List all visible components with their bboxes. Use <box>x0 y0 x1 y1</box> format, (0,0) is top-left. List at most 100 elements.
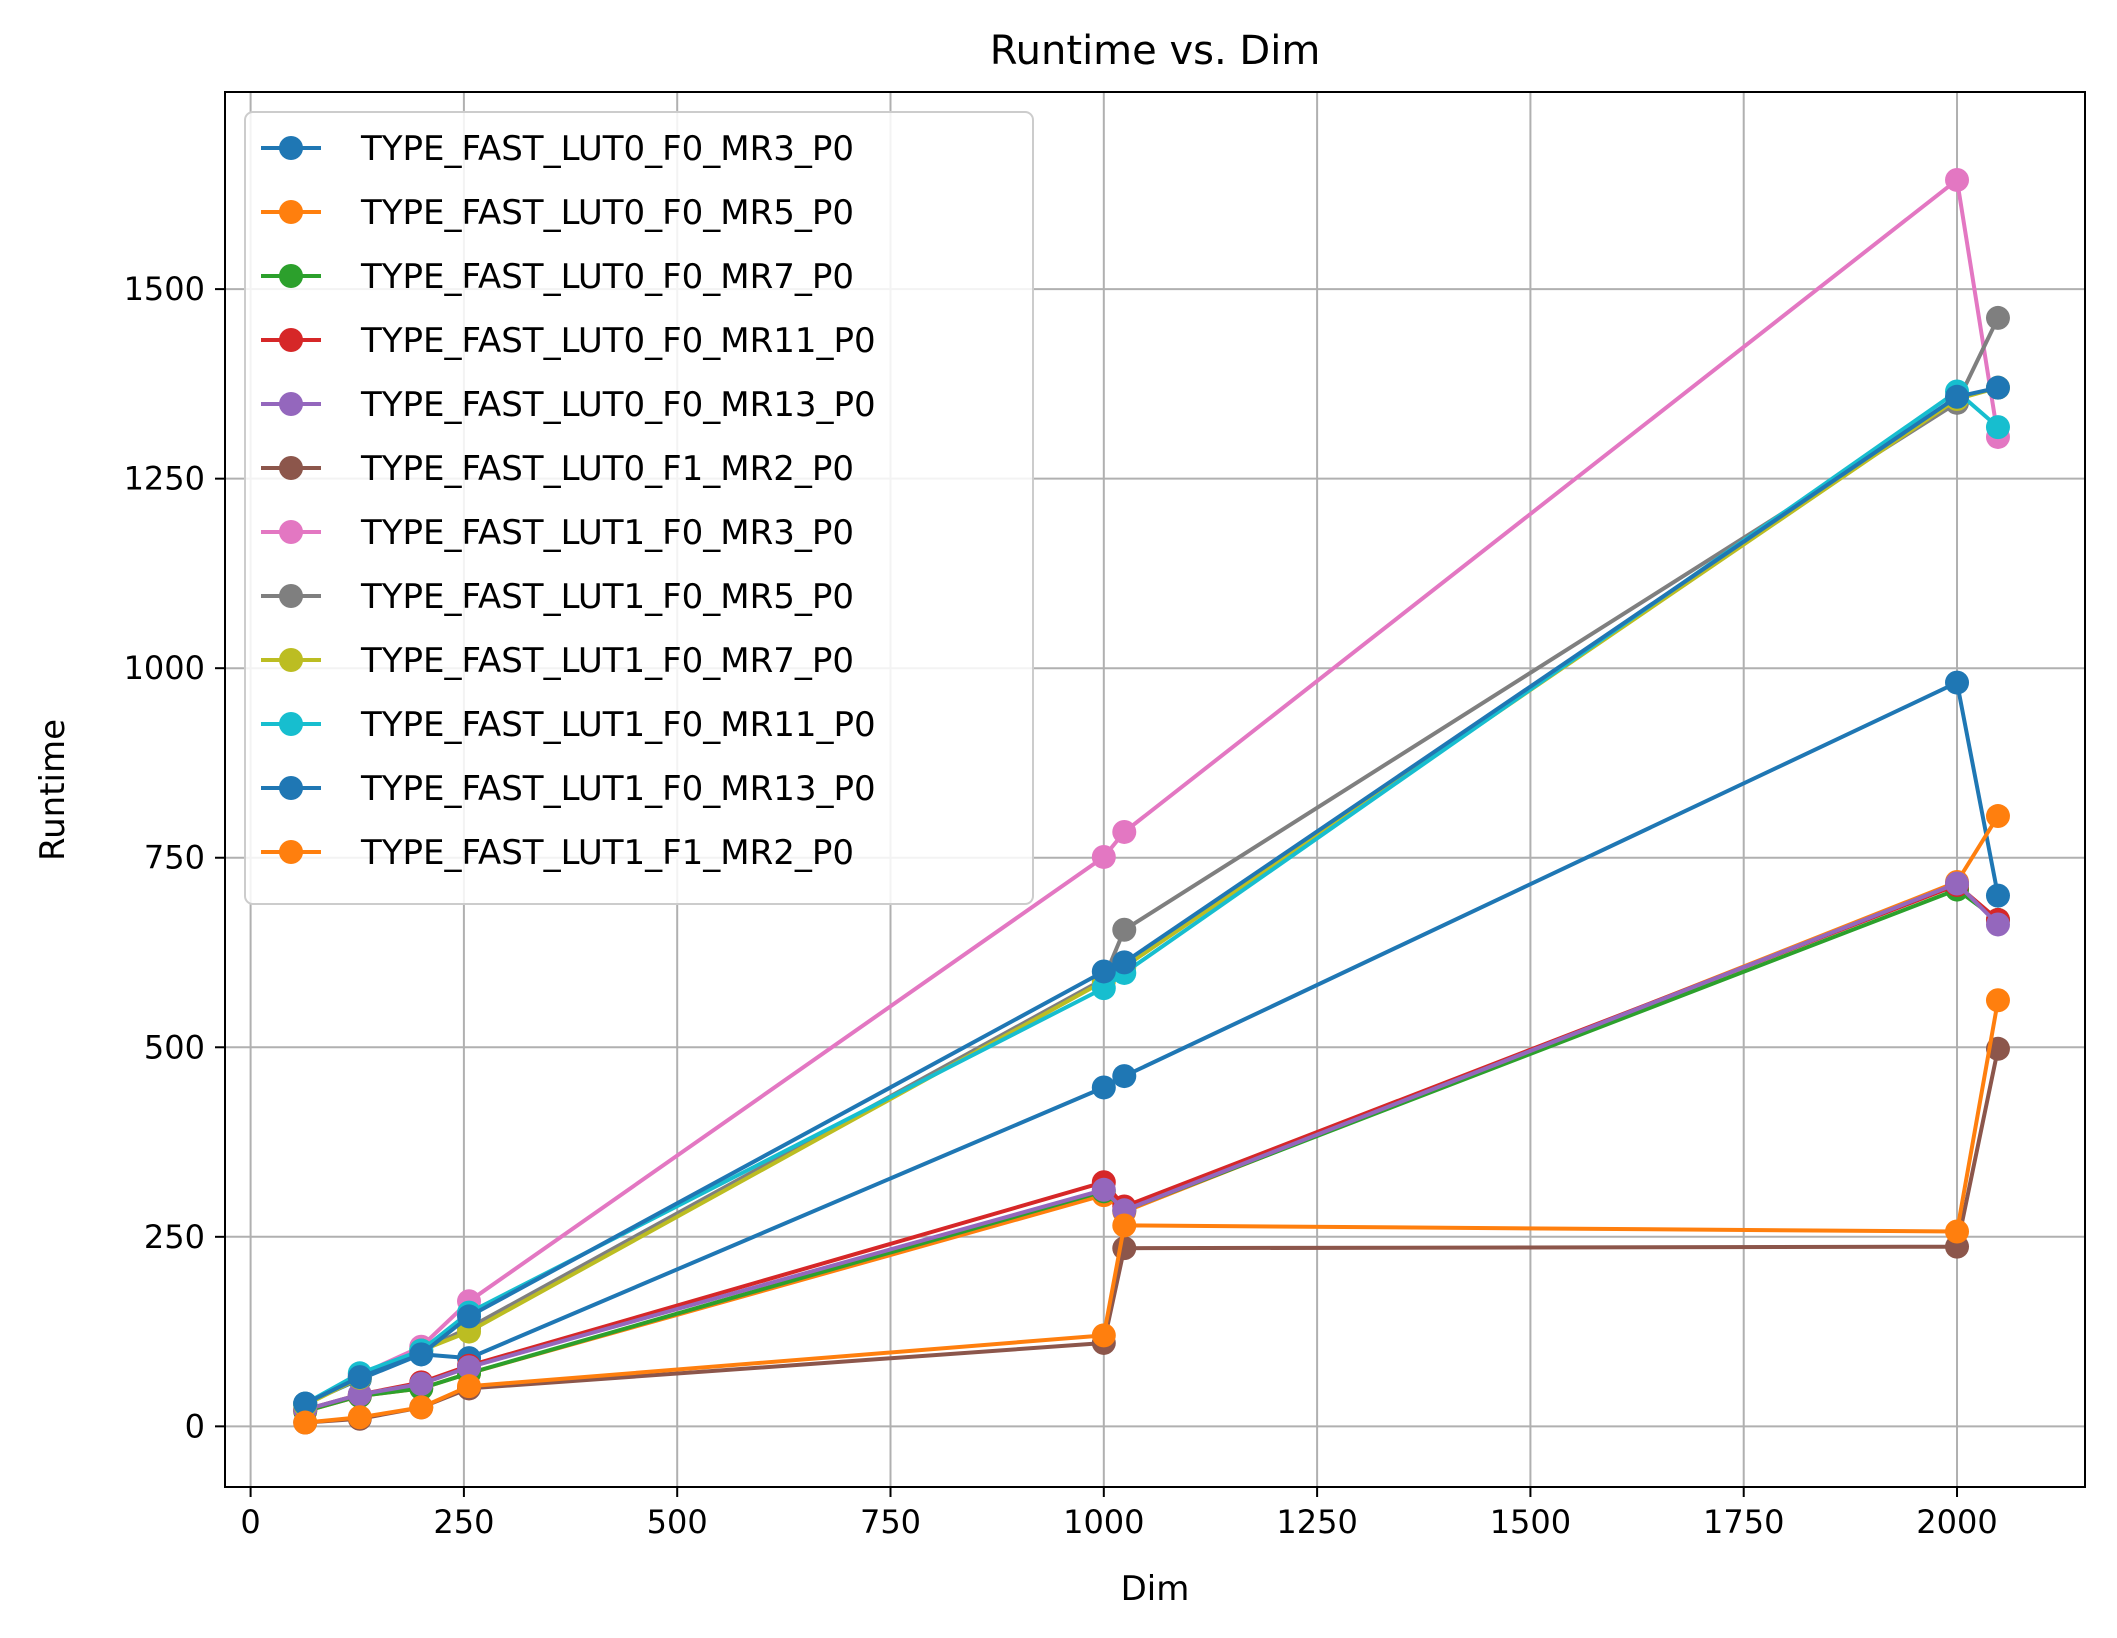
legend-item: TYPE_FAST_LUT1_F0_MR11_P0 <box>261 705 876 745</box>
legend-marker <box>279 712 303 736</box>
series-layer <box>293 167 2010 1435</box>
data-point <box>1985 912 2010 937</box>
data-point <box>1985 415 2010 440</box>
legend-marker <box>279 328 303 352</box>
legend-box <box>244 111 1034 905</box>
data-point <box>457 1355 482 1380</box>
legend-label: TYPE_FAST_LUT1_F0_MR3_P0 <box>360 513 854 553</box>
x-tick-label: 750 <box>860 1503 921 1541</box>
legend-marker <box>279 392 303 416</box>
data-point <box>293 1391 318 1416</box>
data-point <box>1091 1177 1116 1202</box>
data-point <box>1091 844 1116 869</box>
data-point <box>409 1395 434 1420</box>
data-point <box>1985 375 2010 400</box>
x-tick-label: 0 <box>240 1503 260 1541</box>
data-point <box>1985 883 2010 908</box>
x-tick-label: 1500 <box>1490 1503 1571 1541</box>
data-point <box>1985 988 2010 1013</box>
x-axis-label: Dim <box>1121 1569 1190 1609</box>
legend-label: TYPE_FAST_LUT0_F0_MR5_P0 <box>360 193 854 233</box>
legend-label: TYPE_FAST_LUT0_F0_MR3_P0 <box>360 129 854 169</box>
legend-marker <box>279 776 303 800</box>
y-tick-label: 750 <box>144 839 205 877</box>
data-point <box>1112 950 1137 975</box>
y-tick-label: 500 <box>144 1028 205 1066</box>
legend-marker <box>279 200 303 224</box>
data-point <box>1985 305 2010 330</box>
data-point <box>1945 871 1970 896</box>
y-tick-label: 1000 <box>124 649 205 687</box>
legend-marker <box>279 520 303 544</box>
legend-item: TYPE_FAST_LUT0_F0_MR13_P0 <box>261 385 876 425</box>
legend-item: TYPE_FAST_LUT0_F0_MR3_P0 <box>261 129 854 169</box>
data-point <box>1945 670 1970 695</box>
legend-item: TYPE_FAST_LUT0_F0_MR7_P0 <box>261 257 854 297</box>
data-point <box>457 1304 482 1329</box>
data-point <box>1112 1213 1137 1238</box>
data-point <box>1945 1219 1970 1244</box>
data-point <box>1112 1236 1137 1261</box>
legend-label: TYPE_FAST_LUT0_F0_MR7_P0 <box>360 257 854 297</box>
legend-item: TYPE_FAST_LUT1_F1_MR2_P0 <box>261 833 854 873</box>
x-tick-label: 1000 <box>1063 1503 1144 1541</box>
y-axis: 0 250 500 750 1000 1250 1500 <box>124 270 225 1445</box>
legend-marker <box>279 648 303 672</box>
legend-marker <box>279 584 303 608</box>
data-point <box>409 1342 434 1367</box>
legend-marker <box>279 840 303 864</box>
x-tick-label: 250 <box>433 1503 494 1541</box>
chart-title: Runtime vs. Dim <box>990 28 1321 74</box>
data-point <box>1945 167 1970 192</box>
legend-label: TYPE_FAST_LUT1_F0_MR5_P0 <box>360 577 854 617</box>
legend-label: TYPE_FAST_LUT1_F0_MR11_P0 <box>360 705 876 745</box>
data-point <box>1091 959 1116 984</box>
series-12 <box>293 988 2010 1435</box>
y-tick-label: 250 <box>144 1218 205 1256</box>
legend-item: TYPE_FAST_LUT0_F1_MR2_P0 <box>261 449 854 489</box>
data-point <box>1091 1075 1116 1100</box>
x-tick-label: 500 <box>647 1503 708 1541</box>
y-tick-label: 1250 <box>124 460 205 498</box>
y-axis-label: Runtime <box>33 719 73 861</box>
plot-frame <box>224 91 2086 1488</box>
data-point <box>1112 819 1137 844</box>
data-point <box>347 1382 372 1407</box>
data-point <box>409 1371 434 1396</box>
legend-item: TYPE_FAST_LUT0_F0_MR5_P0 <box>261 193 854 233</box>
legend-item: TYPE_FAST_LUT1_F0_MR3_P0 <box>261 513 854 553</box>
legend-item: TYPE_FAST_LUT0_F0_MR11_P0 <box>261 321 876 361</box>
data-point <box>1112 1064 1137 1089</box>
data-point <box>1091 976 1116 1001</box>
legend-item: TYPE_FAST_LUT1_F0_MR7_P0 <box>261 641 854 681</box>
data-point <box>293 1410 318 1435</box>
legend: TYPE_FAST_LUT0_F0_MR3_P0 TYPE_FAST_LUT0_F… <box>244 111 1034 905</box>
x-tick-label: 1750 <box>1703 1503 1784 1541</box>
legend-label: TYPE_FAST_LUT1_F1_MR2_P0 <box>360 833 854 873</box>
legend-item: TYPE_FAST_LUT1_F0_MR13_P0 <box>261 769 876 809</box>
data-point <box>1945 384 1970 409</box>
legend-item: TYPE_FAST_LUT1_F0_MR5_P0 <box>261 577 854 617</box>
legend-label: TYPE_FAST_LUT1_F0_MR13_P0 <box>360 769 876 809</box>
data-point <box>1091 1323 1116 1348</box>
series-11 <box>293 375 2010 1416</box>
legend-label: TYPE_FAST_LUT1_F0_MR7_P0 <box>360 641 854 681</box>
x-axis: 0 250 500 750 1000 1250 1500 1750 2000 <box>240 1487 1998 1541</box>
x-tick-label: 2000 <box>1916 1503 1997 1541</box>
data-point <box>347 1365 372 1390</box>
legend-label: TYPE_FAST_LUT0_F1_MR2_P0 <box>360 449 854 489</box>
data-point <box>457 1374 482 1399</box>
series-5 <box>293 871 2010 1422</box>
legend-label: TYPE_FAST_LUT0_F0_MR11_P0 <box>360 321 876 361</box>
y-tick-label: 1500 <box>124 270 205 308</box>
legend-marker <box>279 456 303 480</box>
legend-label: TYPE_FAST_LUT0_F0_MR13_P0 <box>360 385 876 425</box>
data-point <box>1112 917 1137 942</box>
x-tick-label: 1250 <box>1276 1503 1357 1541</box>
legend-marker <box>279 136 303 160</box>
data-point <box>347 1405 372 1430</box>
legend-marker <box>279 264 303 288</box>
y-tick-label: 0 <box>185 1407 205 1445</box>
data-point <box>1985 804 2010 829</box>
